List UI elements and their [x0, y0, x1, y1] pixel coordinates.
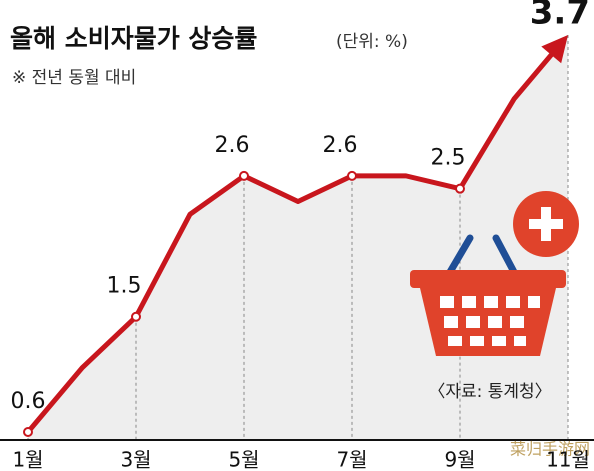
data-label: 0.6	[11, 389, 46, 414]
x-tick-label: 5월	[228, 448, 259, 471]
line	[26, 45, 560, 434]
point	[131, 311, 141, 322]
data-label: 2.6	[323, 133, 358, 158]
data-label: 3.7	[530, 0, 590, 33]
chart-note: ※ 전년 동월 대비	[12, 68, 136, 88]
data-label: 1.5	[107, 274, 142, 299]
chart-subtitle: (단위: %)	[336, 32, 408, 52]
x-tick-label: 9월	[444, 448, 475, 471]
watermark: 菜归手游网	[510, 440, 590, 459]
arrow-head	[541, 35, 568, 64]
x-tick-label: 7월	[336, 448, 367, 471]
source: 〈자료: 통계청〉	[428, 382, 551, 402]
chart-title: 올해 소비자물가 상승률	[10, 24, 257, 53]
point	[455, 183, 465, 194]
point	[239, 170, 249, 181]
point	[347, 170, 357, 181]
x-tick-label: 3월	[120, 448, 151, 471]
data-label: 2.6	[215, 133, 250, 158]
x-tick-label: 1월	[12, 448, 43, 471]
point	[23, 427, 33, 437]
data-label: 2.5	[431, 146, 466, 171]
basket-icon	[410, 191, 579, 356]
x-tick-label: 11월	[546, 448, 590, 471]
